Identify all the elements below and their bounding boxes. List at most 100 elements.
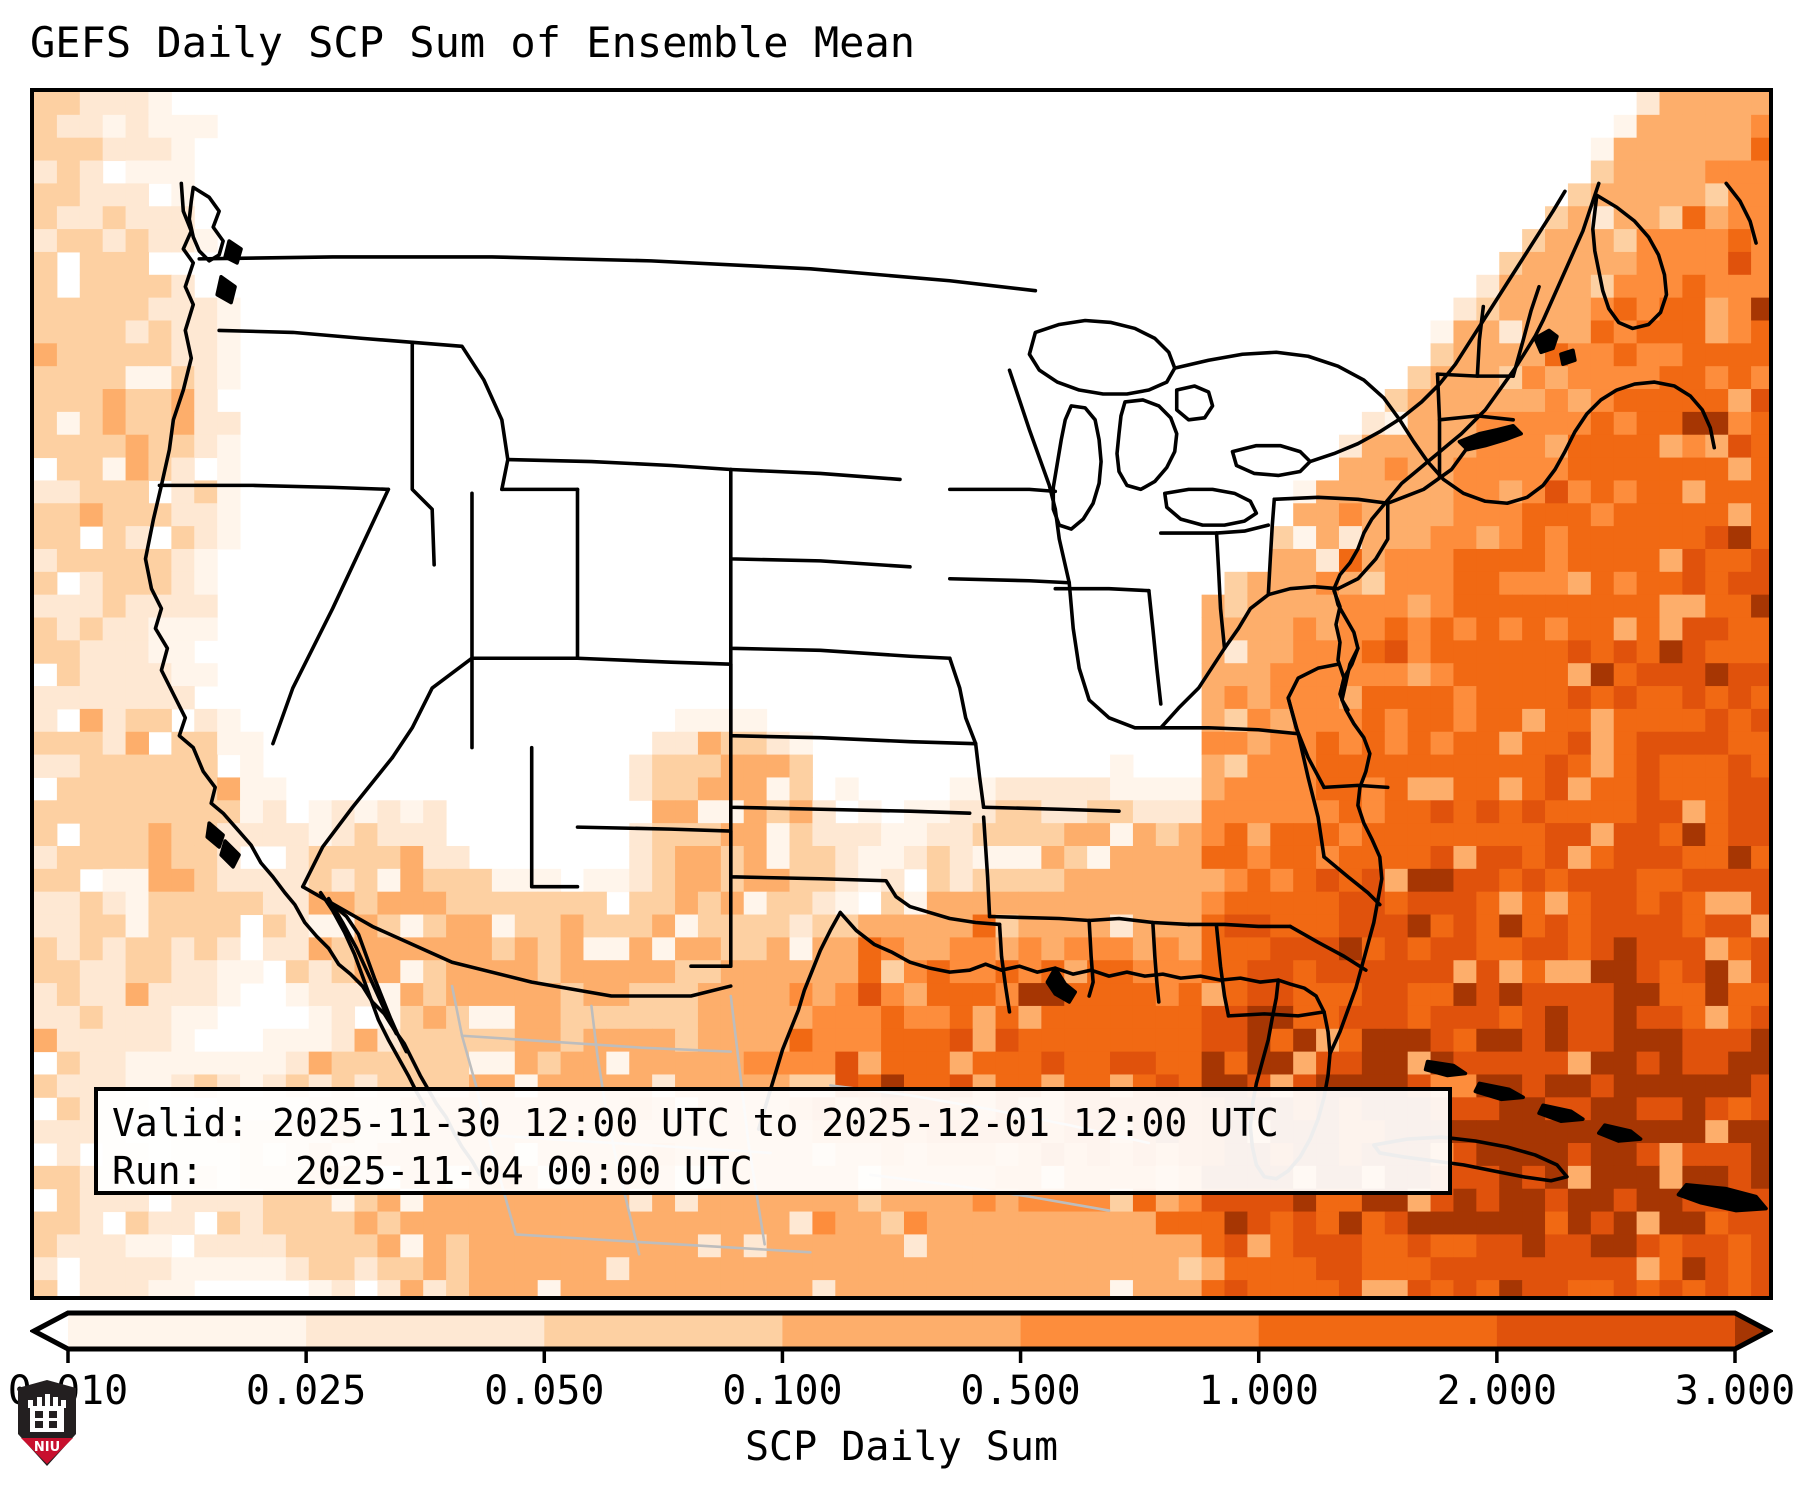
field-cell bbox=[514, 1005, 539, 1030]
field-cell bbox=[79, 274, 104, 299]
field-cell bbox=[148, 823, 172, 847]
field-cell bbox=[377, 1280, 401, 1296]
field-cell bbox=[1247, 663, 1271, 687]
colorbar-canvas[interactable] bbox=[30, 1305, 1773, 1365]
field-cell bbox=[1293, 960, 1317, 984]
field-cell bbox=[1682, 891, 1706, 916]
field-cell bbox=[171, 411, 195, 436]
field-cell bbox=[949, 1051, 974, 1075]
field-cell bbox=[1110, 891, 1134, 916]
field-cell bbox=[995, 800, 1019, 824]
field-cell bbox=[79, 389, 104, 413]
field-cell bbox=[1705, 1165, 1729, 1190]
field-cell bbox=[1590, 1028, 1615, 1053]
field-cell bbox=[858, 823, 882, 847]
field-cell bbox=[79, 914, 104, 938]
field-cell bbox=[79, 617, 104, 641]
field-cell bbox=[308, 1051, 333, 1075]
field-cell bbox=[1407, 548, 1432, 573]
field-cell bbox=[1384, 389, 1409, 413]
field-cell bbox=[1338, 914, 1363, 938]
field-cell bbox=[423, 868, 447, 893]
field-cell bbox=[1545, 548, 1569, 573]
field-cell bbox=[1201, 868, 1226, 893]
border-tn-nc bbox=[1296, 731, 1326, 859]
border-ms-al bbox=[1151, 920, 1161, 1004]
field-cell bbox=[148, 1211, 172, 1235]
field-cell bbox=[308, 983, 333, 1007]
field-cell bbox=[812, 1257, 836, 1281]
field-cell bbox=[1384, 1051, 1409, 1075]
field-cell bbox=[903, 1051, 928, 1075]
field-cell bbox=[423, 983, 447, 1007]
field-cell bbox=[1087, 891, 1111, 916]
field-cell bbox=[1132, 983, 1157, 1007]
field-cell bbox=[1041, 891, 1065, 916]
field-cell bbox=[1430, 777, 1454, 801]
field-cell bbox=[537, 914, 562, 938]
field-cell bbox=[125, 754, 149, 778]
colorbar[interactable] bbox=[30, 1305, 1773, 1365]
field-cell bbox=[1545, 503, 1569, 527]
field-cell bbox=[1384, 845, 1409, 870]
field-cell bbox=[240, 777, 264, 801]
field-cell bbox=[766, 937, 791, 961]
field-cell bbox=[400, 1005, 424, 1030]
field-cell bbox=[1659, 137, 1683, 162]
field-cell bbox=[1659, 92, 1683, 116]
field-cell bbox=[1522, 845, 1546, 870]
field-cell bbox=[148, 92, 172, 116]
field-cell bbox=[1728, 1280, 1752, 1296]
field-cell bbox=[1636, 411, 1661, 436]
field-cell bbox=[1636, 686, 1661, 710]
field-cell bbox=[1728, 1097, 1752, 1121]
field-cell bbox=[1499, 480, 1523, 504]
field-cell bbox=[1682, 800, 1706, 824]
field-cell bbox=[1361, 800, 1386, 824]
field-cell bbox=[1178, 1234, 1203, 1258]
field-cell bbox=[1041, 1280, 1065, 1296]
field-cell bbox=[1751, 297, 1769, 321]
field-cell bbox=[1613, 1005, 1638, 1030]
field-cell bbox=[1682, 137, 1706, 162]
run-time-text: Run: 2025-11-04 00:00 UTC bbox=[112, 1149, 753, 1193]
field-cell bbox=[34, 206, 58, 230]
field-cell bbox=[1018, 1280, 1042, 1296]
field-cell bbox=[652, 754, 676, 778]
field-cell bbox=[468, 1005, 493, 1030]
field-cell bbox=[1751, 754, 1769, 778]
field-cell bbox=[1293, 800, 1317, 824]
field-cell bbox=[1041, 800, 1065, 824]
field-cell bbox=[1155, 1005, 1180, 1030]
field-cell bbox=[1430, 731, 1454, 756]
field-cell bbox=[1567, 845, 1592, 870]
field-cell bbox=[1567, 823, 1592, 847]
field-cell bbox=[125, 274, 149, 299]
field-cell bbox=[1110, 1234, 1134, 1258]
field-cell bbox=[1407, 686, 1432, 710]
field-cell bbox=[1751, 548, 1769, 573]
field-cell bbox=[468, 868, 493, 893]
field-cell bbox=[1613, 548, 1638, 573]
field-cell bbox=[34, 137, 58, 162]
field-cell bbox=[79, 320, 104, 344]
field-cell bbox=[652, 1280, 676, 1296]
field-cell bbox=[1476, 1188, 1500, 1213]
field-cell bbox=[79, 1234, 104, 1258]
field-cell bbox=[79, 548, 104, 573]
field-cell bbox=[1636, 983, 1661, 1007]
field-cell bbox=[858, 960, 882, 984]
field-cell bbox=[125, 366, 149, 390]
field-cell bbox=[1705, 800, 1729, 824]
field-cell bbox=[1270, 754, 1294, 778]
field-cell bbox=[1522, 594, 1546, 619]
field-cell bbox=[1499, 617, 1523, 641]
field-cell bbox=[1613, 1028, 1638, 1053]
field-cell bbox=[1270, 891, 1294, 916]
field-cell bbox=[1293, 1280, 1317, 1296]
field-cell bbox=[125, 114, 149, 139]
field-cell bbox=[881, 1257, 905, 1281]
field-cell bbox=[1545, 731, 1569, 756]
field-cell bbox=[1476, 617, 1500, 641]
field-cell bbox=[34, 274, 58, 299]
